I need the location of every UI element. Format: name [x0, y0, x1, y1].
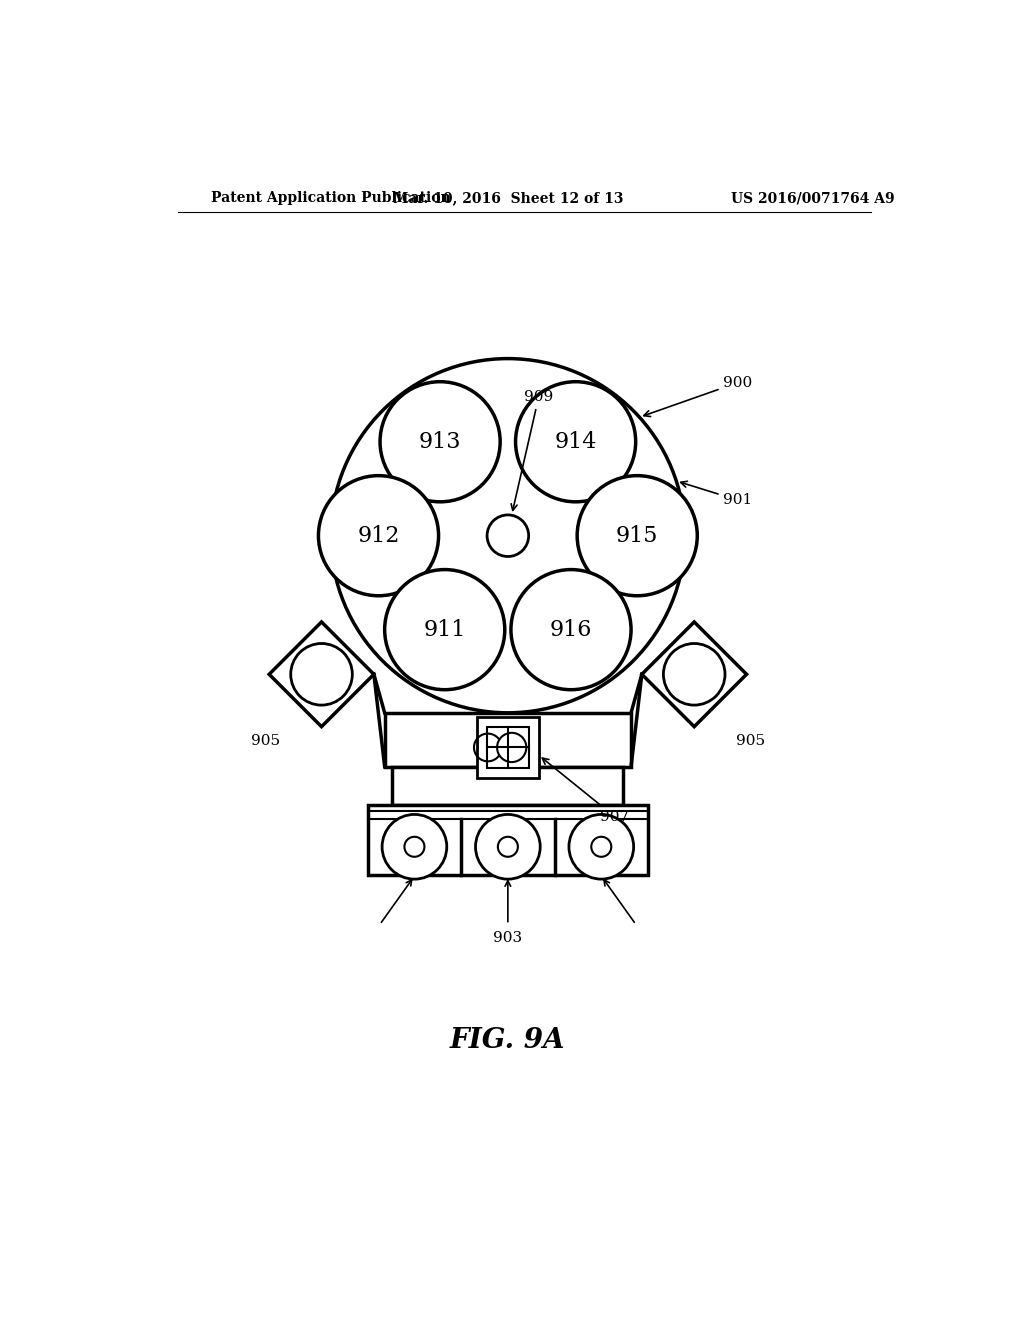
Text: 907: 907 — [543, 758, 630, 824]
Circle shape — [382, 814, 446, 879]
Circle shape — [511, 570, 631, 689]
Bar — [368, 805, 648, 875]
Bar — [392, 767, 624, 805]
Text: 905: 905 — [251, 734, 280, 747]
Text: Patent Application Publication: Patent Application Publication — [211, 191, 451, 206]
Circle shape — [318, 475, 438, 595]
Circle shape — [515, 381, 636, 502]
Bar — [487, 726, 528, 768]
Text: 914: 914 — [554, 430, 597, 453]
Text: 915: 915 — [616, 525, 658, 546]
Text: 911: 911 — [424, 619, 466, 640]
Circle shape — [664, 644, 725, 705]
Text: Mar. 10, 2016  Sheet 12 of 13: Mar. 10, 2016 Sheet 12 of 13 — [392, 191, 624, 206]
Circle shape — [578, 475, 697, 595]
Bar — [385, 713, 631, 767]
Circle shape — [380, 381, 500, 502]
Text: 900: 900 — [644, 376, 753, 417]
Circle shape — [291, 644, 352, 705]
Text: 905: 905 — [736, 734, 765, 747]
Text: 912: 912 — [357, 525, 399, 546]
Circle shape — [569, 814, 634, 879]
Text: 916: 916 — [550, 619, 592, 640]
Circle shape — [487, 515, 528, 557]
Circle shape — [591, 837, 611, 857]
Circle shape — [385, 570, 505, 689]
Circle shape — [475, 814, 541, 879]
Circle shape — [331, 359, 685, 713]
Text: 909: 909 — [511, 391, 553, 511]
Text: 913: 913 — [419, 430, 462, 453]
Polygon shape — [631, 675, 642, 767]
Polygon shape — [374, 675, 385, 767]
Circle shape — [497, 733, 526, 762]
Text: 901: 901 — [681, 482, 753, 507]
Polygon shape — [642, 622, 746, 726]
Text: 903: 903 — [494, 931, 522, 945]
Polygon shape — [269, 622, 374, 726]
Circle shape — [498, 837, 518, 857]
Bar — [477, 717, 539, 779]
Text: FIG. 9A: FIG. 9A — [451, 1027, 565, 1053]
Text: US 2016/0071764 A9: US 2016/0071764 A9 — [731, 191, 895, 206]
Circle shape — [404, 837, 424, 857]
